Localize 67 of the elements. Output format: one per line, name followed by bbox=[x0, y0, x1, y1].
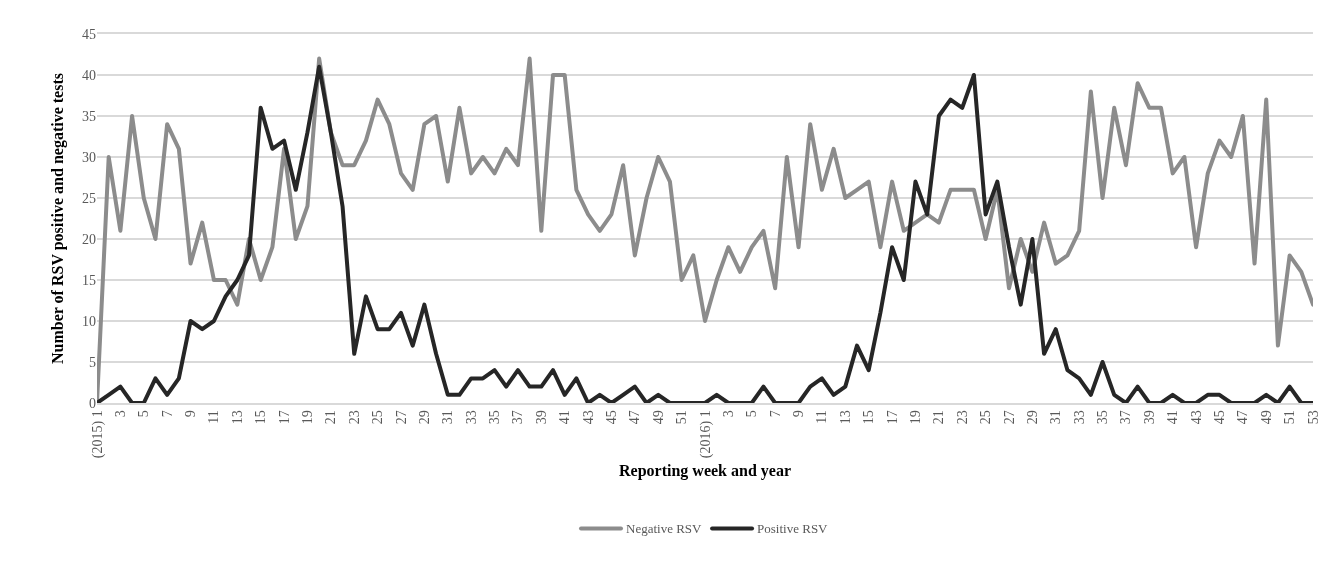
x-tick-label: 27 bbox=[1001, 410, 1017, 425]
x-tick-label: (2016) 1 bbox=[697, 410, 714, 459]
x-tick-label: 23 bbox=[954, 410, 970, 425]
x-axis-title: Reporting week and year bbox=[619, 462, 791, 481]
x-tick-label: 29 bbox=[1024, 410, 1040, 425]
x-tick-label: 37 bbox=[1118, 410, 1134, 425]
x-tick-label: 5 bbox=[744, 410, 760, 418]
x-tick-label: 51 bbox=[674, 410, 690, 425]
y-tick-label: 35 bbox=[82, 108, 96, 124]
y-tick-label: 40 bbox=[82, 67, 96, 83]
y-tick-label: 30 bbox=[82, 149, 96, 165]
x-tick-label: 51 bbox=[1282, 410, 1298, 425]
x-tick-label: 35 bbox=[1095, 410, 1111, 425]
x-tick-label: 37 bbox=[510, 410, 526, 425]
y-tick-label: 45 bbox=[82, 26, 96, 42]
x-tick-label: 9 bbox=[183, 410, 199, 418]
x-tick-label: 23 bbox=[346, 410, 362, 425]
x-tick-label: (2015) 1 bbox=[89, 410, 106, 459]
x-tick-label: 7 bbox=[159, 410, 175, 418]
x-tick-label: 17 bbox=[884, 410, 900, 425]
x-tick-label: 5 bbox=[136, 410, 152, 418]
x-tick-label: 43 bbox=[1188, 410, 1204, 425]
x-tick-label: 11 bbox=[206, 410, 222, 424]
x-tick-label: 25 bbox=[370, 410, 386, 425]
x-tick-label: 27 bbox=[393, 410, 409, 425]
legend-label: Positive RSV bbox=[757, 521, 829, 537]
y-tick-label: 5 bbox=[89, 354, 96, 370]
x-tick-label: 39 bbox=[1141, 410, 1157, 425]
x-tick-label: 3 bbox=[720, 410, 736, 418]
x-tick-label: 31 bbox=[440, 410, 456, 425]
y-tick-label: 0 bbox=[89, 395, 96, 411]
legend-label: Negative RSV bbox=[626, 521, 703, 537]
x-tick-label: 21 bbox=[931, 410, 947, 425]
x-tick-label: 33 bbox=[463, 410, 479, 425]
x-tick-label: 53 bbox=[1305, 410, 1321, 425]
x-tick-label: 15 bbox=[861, 410, 877, 425]
x-tick-label: 29 bbox=[416, 410, 432, 425]
x-tick-label: 31 bbox=[1048, 410, 1064, 425]
x-tick-label: 33 bbox=[1071, 410, 1087, 425]
x-tick-label: 45 bbox=[604, 410, 620, 425]
x-tick-label: 49 bbox=[1258, 410, 1274, 425]
y-tick-label: 15 bbox=[82, 272, 96, 288]
x-tick-label: 3 bbox=[112, 410, 128, 418]
x-tick-label: 9 bbox=[791, 410, 807, 418]
x-tick-label: 45 bbox=[1212, 410, 1228, 425]
y-tick-label: 25 bbox=[82, 190, 96, 206]
x-tick-label: 39 bbox=[533, 410, 549, 425]
x-tick-label: 41 bbox=[1165, 410, 1181, 425]
x-tick-label: 13 bbox=[837, 410, 853, 425]
x-tick-label: 19 bbox=[300, 410, 316, 425]
x-tick-label: 41 bbox=[557, 410, 573, 425]
x-tick-label: 17 bbox=[276, 410, 292, 425]
y-tick-label: 20 bbox=[82, 231, 96, 247]
x-tick-label: 13 bbox=[229, 410, 245, 425]
x-tick-label: 15 bbox=[253, 410, 269, 425]
x-tick-label: 35 bbox=[487, 410, 503, 425]
x-tick-label: 19 bbox=[908, 410, 924, 425]
x-tick-label: 25 bbox=[978, 410, 994, 425]
y-tick-label: 10 bbox=[82, 313, 96, 329]
x-tick-label: 49 bbox=[650, 410, 666, 425]
x-tick-label: 11 bbox=[814, 410, 830, 424]
x-tick-label: 47 bbox=[1235, 410, 1251, 425]
x-tick-label: 7 bbox=[767, 410, 783, 418]
x-tick-label: 21 bbox=[323, 410, 339, 425]
x-tick-label: 47 bbox=[627, 410, 643, 425]
y-axis-title: Number of RSV positive and negative tests bbox=[48, 73, 67, 364]
x-tick-label: 43 bbox=[580, 410, 596, 425]
